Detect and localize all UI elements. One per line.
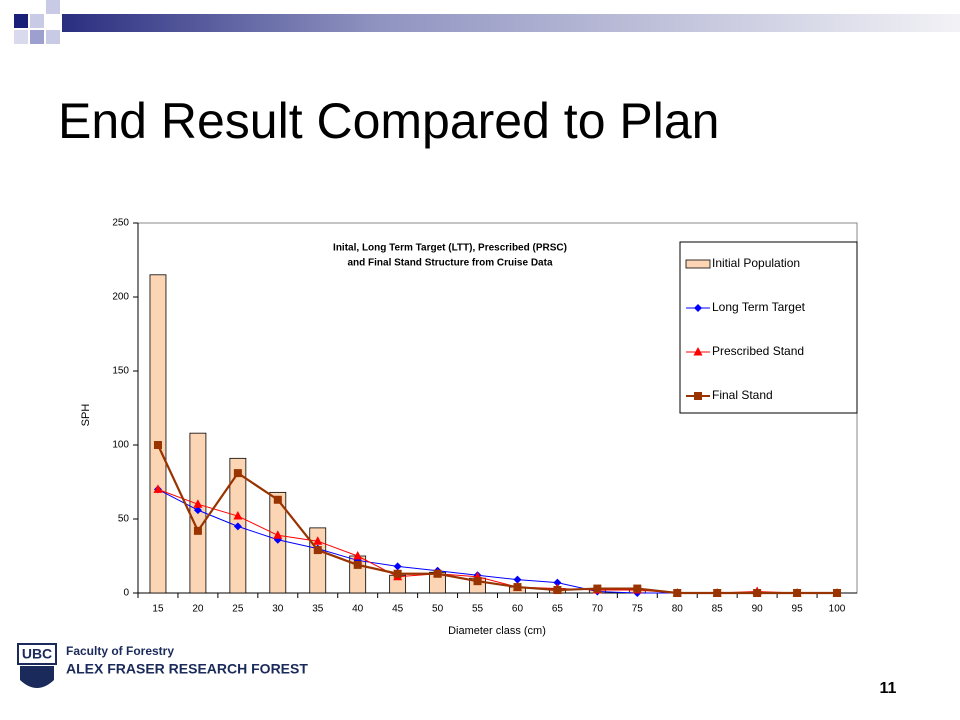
x-tick-label: 70 — [592, 604, 604, 615]
point — [233, 469, 242, 478]
y-tick-label: 150 — [112, 366, 129, 377]
legend-swatch — [685, 259, 711, 269]
point — [233, 511, 243, 520]
x-tick-label: 40 — [352, 604, 364, 615]
point — [633, 584, 642, 593]
x-tick-label: 55 — [472, 604, 484, 615]
point — [273, 530, 283, 539]
slide-title: End Result Compared to Plan — [58, 93, 719, 149]
x-tick-label: 30 — [272, 604, 284, 615]
y-tick-label: 100 — [112, 440, 129, 451]
x-tick-label: 65 — [552, 604, 564, 615]
legend-marker — [694, 392, 702, 400]
point — [193, 506, 202, 515]
point — [393, 562, 402, 571]
y-tick-label: 200 — [112, 292, 129, 303]
x-tick-label: 25 — [232, 604, 244, 615]
logo-shield — [20, 666, 54, 688]
x-tick-label: 50 — [432, 604, 444, 615]
legend-label: Prescribed Stand — [712, 344, 804, 358]
y-tick-label: 250 — [112, 218, 129, 229]
logo-text: UBC — [22, 646, 52, 662]
point — [313, 546, 322, 555]
point — [553, 586, 562, 595]
point — [273, 495, 282, 504]
legend-label: Long Term Target — [712, 300, 806, 314]
point — [553, 578, 562, 587]
point — [833, 589, 842, 597]
x-tick-label: 85 — [712, 604, 724, 615]
point — [593, 584, 602, 593]
page-number: 11 — [880, 680, 897, 697]
x-tick-label: 35 — [312, 604, 324, 615]
legend-label: Final Stand — [712, 388, 773, 402]
x-tick-label: 75 — [632, 604, 644, 615]
x-axis-label: Diameter class (cm) — [448, 625, 546, 637]
point — [233, 522, 242, 531]
faculty: Faculty of Forestry — [66, 644, 174, 658]
point — [353, 551, 363, 560]
x-tick-label: 20 — [192, 604, 204, 615]
point — [393, 569, 402, 578]
x-tick-label: 80 — [672, 604, 684, 615]
y-tick-label: 0 — [123, 588, 129, 599]
header-decoration — [14, 0, 960, 44]
legend-label: Initial Population — [712, 256, 800, 270]
series-line — [156, 444, 838, 595]
x-tick-label: 95 — [792, 604, 804, 615]
footer: UBC Faculty of Forestry ALEX FRASER RESE… — [17, 643, 897, 697]
point — [753, 589, 762, 597]
x-tick-label: 60 — [512, 604, 524, 615]
y-axis-label: SPH — [80, 404, 92, 427]
chart-title: Inital, Long Term Target (LTT), Prescrib… — [333, 243, 567, 254]
point — [513, 575, 522, 584]
legend-marker — [694, 304, 702, 312]
point — [673, 589, 682, 597]
point — [473, 577, 482, 586]
chart-title: and Final Stand Structure from Cruise Da… — [347, 258, 552, 269]
x-tick-label: 45 — [392, 604, 404, 615]
forest: ALEX FRASER RESEARCH FOREST — [66, 661, 308, 677]
y-tick-label: 50 — [118, 514, 130, 525]
point — [433, 569, 442, 578]
point — [713, 589, 722, 597]
point — [193, 526, 202, 535]
point — [193, 499, 203, 508]
point — [313, 536, 323, 545]
point — [353, 560, 362, 569]
legend-box — [679, 241, 858, 414]
x-tick-label: 15 — [152, 604, 164, 615]
point — [793, 589, 802, 597]
legend-marker — [693, 347, 703, 356]
x-tick-label: 90 — [752, 604, 764, 615]
point — [513, 583, 522, 592]
x-tick-label: 100 — [829, 604, 846, 615]
bar — [149, 274, 167, 594]
point — [153, 441, 162, 449]
point — [153, 484, 163, 493]
logo-frame — [17, 643, 57, 665]
